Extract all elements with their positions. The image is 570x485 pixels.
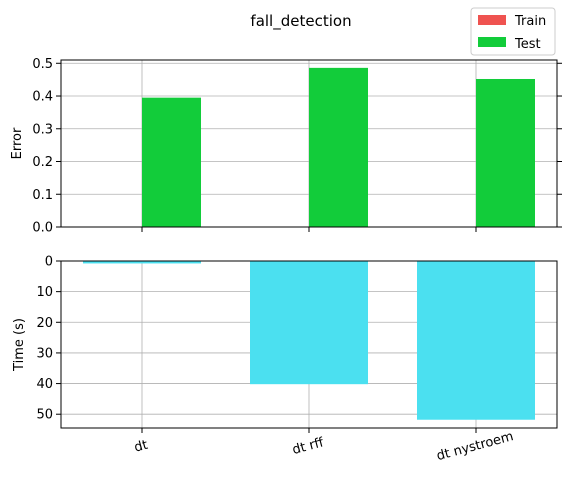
test-bar [142, 97, 201, 227]
category-labels: dt dt rff dt nystroem [133, 429, 515, 464]
time-bar [417, 261, 535, 420]
error-tick-label: 0.5 [32, 57, 53, 72]
time-tick-label: 40 [36, 377, 53, 392]
error-tick-label: 0.0 [32, 221, 53, 236]
legend-swatch-test [478, 37, 506, 47]
time-tick-label: 0 [45, 255, 53, 270]
time-tick-label: 30 [36, 346, 53, 361]
error-ticks: 0.0 0.1 0.2 0.3 0.4 0.5 [32, 57, 562, 236]
error-axis-label: Error [10, 127, 25, 159]
time-tick-label: 20 [36, 316, 53, 331]
error-bars [142, 67, 535, 227]
error-tick-label: 0.2 [32, 155, 53, 170]
category-label: dt rff [291, 435, 327, 458]
error-panel: 0.0 0.1 0.2 0.3 0.4 0.5 Error [10, 57, 562, 236]
legend: Train Test [470, 7, 556, 56]
chart-title: fall_detection [250, 12, 351, 31]
test-bar [476, 78, 535, 227]
time-panel: 0 10 20 30 40 50 dt dt rff dt nystroem Time (s) [12, 255, 558, 464]
time-bars [83, 261, 535, 420]
time-tick-label: 10 [36, 285, 53, 300]
error-tick-label: 0.4 [32, 90, 53, 105]
category-label: dt nystroem [435, 429, 515, 464]
error-tick-label: 0.1 [32, 188, 53, 203]
error-tick-label: 0.3 [32, 122, 53, 137]
legend-swatch-train [478, 15, 506, 25]
legend-label-train: Train [514, 14, 546, 29]
time-bar [83, 261, 201, 264]
test-bar [309, 67, 368, 227]
time-tick-label: 50 [36, 408, 53, 423]
time-bar [250, 261, 368, 385]
category-label: dt [133, 438, 150, 456]
time-axis-label: Time (s) [12, 318, 27, 372]
legend-label-test: Test [514, 37, 541, 52]
time-ticks: 0 10 20 30 40 50 [36, 255, 477, 433]
